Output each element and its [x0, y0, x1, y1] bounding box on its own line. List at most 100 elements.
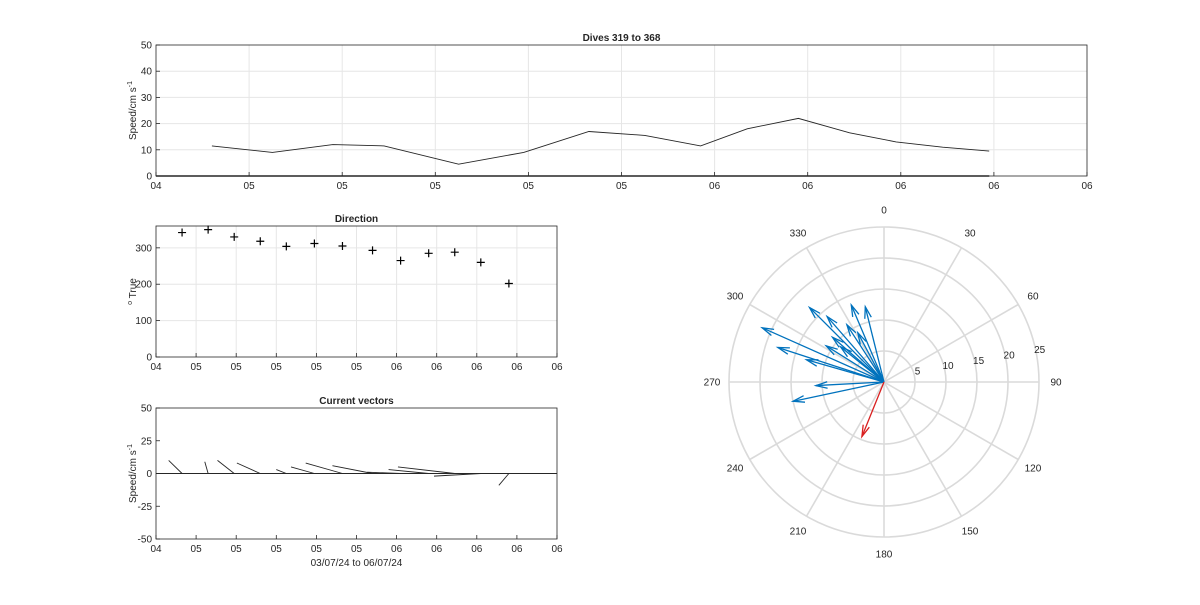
- x-tick-label: 06: [709, 181, 721, 192]
- current-vector: [305, 462, 343, 474]
- polar-vector-head: [775, 346, 790, 355]
- x-tick-label: 06: [551, 544, 563, 555]
- current-vector: [397, 466, 455, 474]
- polar-angle-label: 240: [727, 464, 744, 475]
- direction-point: [178, 228, 187, 237]
- current-vector: [498, 473, 510, 486]
- x-tick-label: 06: [431, 362, 443, 373]
- x-axis-label: 03/07/24 to 06/07/24: [311, 558, 403, 569]
- current-vector: [332, 465, 373, 474]
- polar-angle-label: 0: [881, 206, 887, 217]
- current-vector: [204, 461, 209, 474]
- current-vector: [367, 471, 401, 474]
- polar-angle-label: 180: [876, 550, 893, 561]
- polar-vector: [815, 381, 885, 387]
- direction-point: [476, 258, 485, 267]
- polar-vector-head: [804, 359, 819, 367]
- polar-vector: [825, 345, 885, 383]
- y-axis-label: Speed/cm s-1: [127, 444, 139, 503]
- polar-vector-head: [790, 395, 806, 403]
- y-tick-label: 10: [141, 145, 153, 156]
- direction-point: [424, 249, 433, 258]
- current-vector: [168, 460, 183, 474]
- polar-vector: [792, 381, 885, 402]
- x-tick-label: 06: [1081, 181, 1093, 192]
- polar-vector: [864, 306, 885, 383]
- polar-vector: [857, 332, 885, 383]
- current-vector: [290, 466, 315, 474]
- x-tick-label: 05: [311, 544, 323, 555]
- x-tick-label: 06: [471, 362, 483, 373]
- x-tick-label: 06: [988, 181, 1000, 192]
- polar-vector: [826, 316, 885, 383]
- polar-vector: [846, 324, 885, 383]
- direction-point: [504, 279, 513, 288]
- x-tick-label: 05: [337, 181, 349, 192]
- y-axis-label-exponent: -1: [127, 444, 134, 450]
- direction-point: [204, 225, 213, 234]
- polar-vector-latest-head: [861, 424, 870, 439]
- polar-vector-head: [825, 314, 838, 328]
- x-tick-label: 06: [471, 544, 483, 555]
- y-tick-label: 25: [141, 436, 153, 447]
- current-vectors-chart: 04 05 05 05 05 05 06 06 06 06 06 -50 -25 0 25 50 Current…: [127, 396, 563, 569]
- y-tick-label: 20: [141, 119, 153, 130]
- y-tick-label: 50: [141, 404, 153, 415]
- polar-vector-head: [813, 381, 828, 389]
- direction-point: [310, 239, 319, 248]
- y-axis-label: Speed/cm s-1: [127, 81, 139, 140]
- y-tick-label: -25: [138, 502, 153, 513]
- polar-angle-label: 210: [790, 526, 807, 537]
- x-tick-label: 06: [551, 362, 563, 373]
- chart-title: Current vectors: [319, 396, 394, 407]
- x-tick-label: 05: [351, 544, 363, 555]
- direction-point: [368, 246, 377, 255]
- polar-spoke: [883, 381, 963, 517]
- y-tick-label: 50: [141, 41, 153, 52]
- x-tick-label: 06: [511, 362, 523, 373]
- y-tick-label: -50: [138, 535, 153, 546]
- polar-vector-head: [760, 326, 775, 336]
- polar-vector-head: [824, 344, 838, 356]
- speed-time-chart: 04 05 05 05 05 05 06 06 06 06 06 0 10 20 30 40 50 Dives 3…: [127, 33, 1093, 192]
- y-tick-label: 40: [141, 67, 153, 78]
- current-vector: [236, 462, 261, 474]
- x-tick-label: 05: [616, 181, 628, 192]
- polar-vector-head: [850, 302, 860, 317]
- x-tick-label: 05: [191, 362, 203, 373]
- polar-vector: [761, 327, 885, 383]
- x-tick-label: 05: [271, 544, 283, 555]
- y-axis-label-degree: o: [127, 301, 134, 305]
- current-vector: [276, 469, 287, 474]
- polar-spoke: [883, 303, 1019, 383]
- x-tick-label: 05: [523, 181, 535, 192]
- x-tick-label: 05: [231, 544, 243, 555]
- speed-series-line: [211, 117, 990, 165]
- polar-angle-label: 90: [1050, 378, 1062, 389]
- x-tick-label: 04: [150, 362, 162, 373]
- y-axis-label-exponent: -1: [127, 81, 134, 87]
- current-vector: [434, 473, 481, 477]
- polar-angle-label: 300: [727, 292, 744, 303]
- polar-vector-head: [845, 322, 857, 337]
- y-tick-label: 0: [146, 469, 152, 480]
- polar-angle-label: 150: [962, 526, 979, 537]
- direction-point: [256, 237, 265, 246]
- y-axis-label-text: True: [128, 278, 139, 301]
- polar-radius-label: 20: [1004, 350, 1016, 361]
- direction-point: [450, 248, 459, 257]
- polar-angle-label: 330: [790, 229, 807, 240]
- polar-spoke: [749, 303, 885, 383]
- polar-angle-label: 120: [1025, 464, 1042, 475]
- direction-point: [282, 242, 291, 251]
- polar-vector-head: [838, 345, 852, 358]
- direction-point: [338, 242, 347, 251]
- polar-radius-label: 15: [973, 356, 985, 367]
- direction-chart: 04 05 05 05 05 05 06 06 06 06 06 0 100 200 300 Directio…: [127, 214, 563, 373]
- x-tick-label: 06: [431, 544, 443, 555]
- y-axis-label: o True: [127, 278, 139, 305]
- polar-radius-label: 10: [942, 361, 954, 372]
- polar-radius-label: 25: [1034, 345, 1046, 356]
- x-tick-label: 06: [511, 544, 523, 555]
